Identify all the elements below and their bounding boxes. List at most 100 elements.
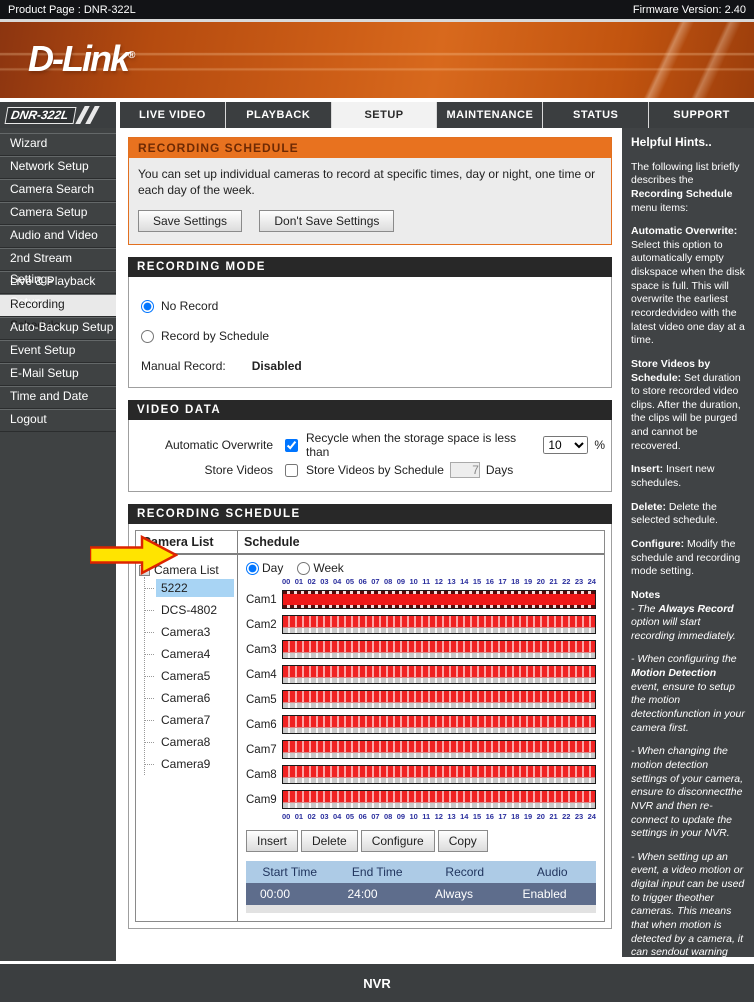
sidebar-item[interactable]: Recording Schedule [0, 294, 116, 332]
hour-tick-label: 13 [447, 812, 456, 822]
footer-bar: NVR [0, 964, 754, 1002]
sidebar-item-label: Camera Setup [10, 205, 88, 219]
hour-tick-label: 14 [460, 812, 469, 822]
schedule-table-cell[interactable]: Enabled [508, 883, 596, 906]
camera-schedule-row: Cam8 [246, 762, 596, 787]
hour-tick-label: 24 [587, 577, 596, 587]
schedule-table-data-row[interactable]: 00:00 24:00 Always Enabled [246, 883, 596, 906]
camera-tree-item[interactable]: Camera9 [145, 753, 234, 775]
storage-percent-select[interactable]: 10 [543, 436, 589, 455]
sidebar-menu: Wizard Network Setup Camera Search Camer… [0, 128, 116, 961]
sidebar-item[interactable]: Logout [0, 409, 116, 432]
nav-tab[interactable]: SUPPORT [648, 102, 754, 128]
hour-tick-label: 07 [371, 812, 380, 822]
notice-description: You can set up individual cameras to rec… [138, 167, 596, 197]
schedule-table-cell[interactable]: 00:00 [246, 883, 334, 906]
camera-tree-item[interactable]: Camera5 [145, 665, 234, 687]
automatic-overwrite-checkbox[interactable] [285, 438, 298, 452]
schedule-time-bar[interactable] [282, 740, 596, 760]
camera-row-label: Cam2 [246, 618, 277, 631]
sidebar-item[interactable]: Audio and Video [0, 225, 116, 248]
schedule-time-bar[interactable] [282, 790, 596, 810]
schedule-time-bar[interactable] [282, 640, 596, 660]
sidebar-item[interactable]: Auto-Backup Setup [0, 317, 116, 340]
schedule-table-empty-row [246, 905, 596, 914]
schedule-time-bar[interactable] [282, 765, 596, 785]
schedule-time-bar[interactable] [282, 590, 596, 610]
recording-mode-option[interactable]: Record by Schedule [141, 329, 599, 343]
sidebar-item[interactable]: 2nd Stream Settings [0, 248, 116, 286]
recording-mode-radio[interactable] [141, 329, 154, 343]
schedule-action-button[interactable]: Insert [246, 830, 299, 853]
nav-tab[interactable]: PLAYBACK [224, 102, 331, 128]
schedule-action-button[interactable]: Configure [360, 830, 435, 853]
day-radio[interactable] [246, 561, 259, 575]
sidebar-item-label: Logout [10, 412, 47, 426]
hint-text-segment: - When setting up an event, a video moti… [631, 850, 745, 957]
sidebar-item[interactable]: Time and Date [0, 386, 116, 409]
nav-tab-label: STATUS [573, 109, 619, 121]
week-view-option[interactable]: Week [297, 561, 344, 575]
schedule-time-bar[interactable] [282, 715, 596, 735]
camera-schedule-row: Cam2 [246, 612, 596, 637]
schedule-table-header-row: Start Time End Time Record Audio [246, 861, 596, 884]
schedule-time-bar[interactable] [282, 665, 596, 685]
nav-tab[interactable]: STATUS [542, 102, 649, 128]
hint-text-segment: Delete the selected schedule. [631, 500, 718, 527]
store-videos-checkbox[interactable] [285, 463, 298, 477]
hour-tick-label: 02 [307, 812, 316, 822]
nav-tab-label: LIVE VIDEO [139, 109, 206, 121]
hint-text-segment: menu items: [631, 201, 689, 214]
hour-tick-label: 19 [523, 812, 533, 822]
camera-tree-item[interactable]: Camera3 [145, 621, 234, 643]
schedule-table-cell[interactable]: 24:00 [333, 883, 421, 906]
recording-mode-radio[interactable] [141, 299, 154, 313]
camera-row-label: Cam4 [246, 668, 277, 681]
sidebar-item[interactable]: Live & Playback Setup [0, 271, 116, 309]
camera-tree-item[interactable]: DCS-4802 [145, 599, 234, 621]
store-days-input[interactable] [449, 462, 480, 479]
schedule-time-bar[interactable] [282, 690, 596, 710]
sidebar-item-label: E-Mail Setup [10, 366, 79, 380]
camera-tree-item[interactable]: Camera7 [145, 709, 234, 731]
sidebar-item[interactable]: E-Mail Setup [0, 363, 116, 386]
dont-save-settings-button[interactable]: Don't Save Settings [259, 210, 395, 233]
schedule-time-bar[interactable] [282, 615, 596, 635]
hour-tick-label: 01 [294, 577, 304, 587]
save-settings-button[interactable]: Save Settings [138, 210, 243, 233]
sidebar-item[interactable]: Camera Search [0, 179, 116, 202]
camera-tree-item-label: DCS-4802 [161, 603, 218, 618]
schedule-action-button[interactable]: Delete [301, 830, 358, 853]
schedule-action-button[interactable]: Copy [437, 830, 488, 853]
nav-tab[interactable]: LIVE VIDEO [120, 102, 225, 128]
sidebar-item[interactable]: Camera Setup [0, 202, 116, 225]
device-model-label: DNR-322L [4, 106, 77, 124]
camera-tree-item-label: 5222 [156, 579, 234, 598]
camera-tree-item[interactable]: Camera6 [145, 687, 234, 709]
recording-schedule-section: RECORDING SCHEDULE Camera List Schedule … [128, 504, 612, 930]
camera-tree-item[interactable]: 5222 [145, 577, 234, 599]
dlink-logo: D-Link® [28, 38, 136, 79]
camera-tree-item-label: Camera6 [161, 691, 211, 706]
camera-row-label: Cam7 [246, 743, 277, 756]
sidebar-item[interactable]: Event Setup [0, 340, 116, 363]
hints-title: Helpful Hints.. [631, 135, 712, 149]
automatic-overwrite-label: Automatic Overwrite [164, 438, 273, 453]
notice-title: RECORDING SCHEDULE [129, 138, 611, 158]
nav-tab-label: PLAYBACK [246, 109, 311, 121]
nav-tab[interactable]: SETUP [330, 102, 437, 128]
hint-text-segment: Always Record [658, 602, 734, 615]
camera-tree-item[interactable]: Camera4 [145, 643, 234, 665]
recording-mode-option[interactable]: No Record [141, 299, 599, 313]
week-radio[interactable] [297, 561, 311, 575]
schedule-table-cell[interactable]: Always [421, 883, 509, 906]
nav-tab[interactable]: MAINTENANCE [436, 102, 543, 128]
hour-tick-label: 14 [460, 577, 469, 587]
sidebar-item[interactable]: Wizard [0, 133, 116, 156]
sidebar-item[interactable]: Network Setup [0, 156, 116, 179]
day-view-option[interactable]: Day [246, 561, 283, 575]
hour-scale-top: 00 01 02 03 04 05 06 07 08 09 10 11 12 1… [282, 577, 596, 587]
brand-banner: D-Link® [0, 22, 754, 98]
camera-tree-item[interactable]: Camera8 [145, 731, 234, 753]
highlight-arrow [90, 535, 178, 575]
